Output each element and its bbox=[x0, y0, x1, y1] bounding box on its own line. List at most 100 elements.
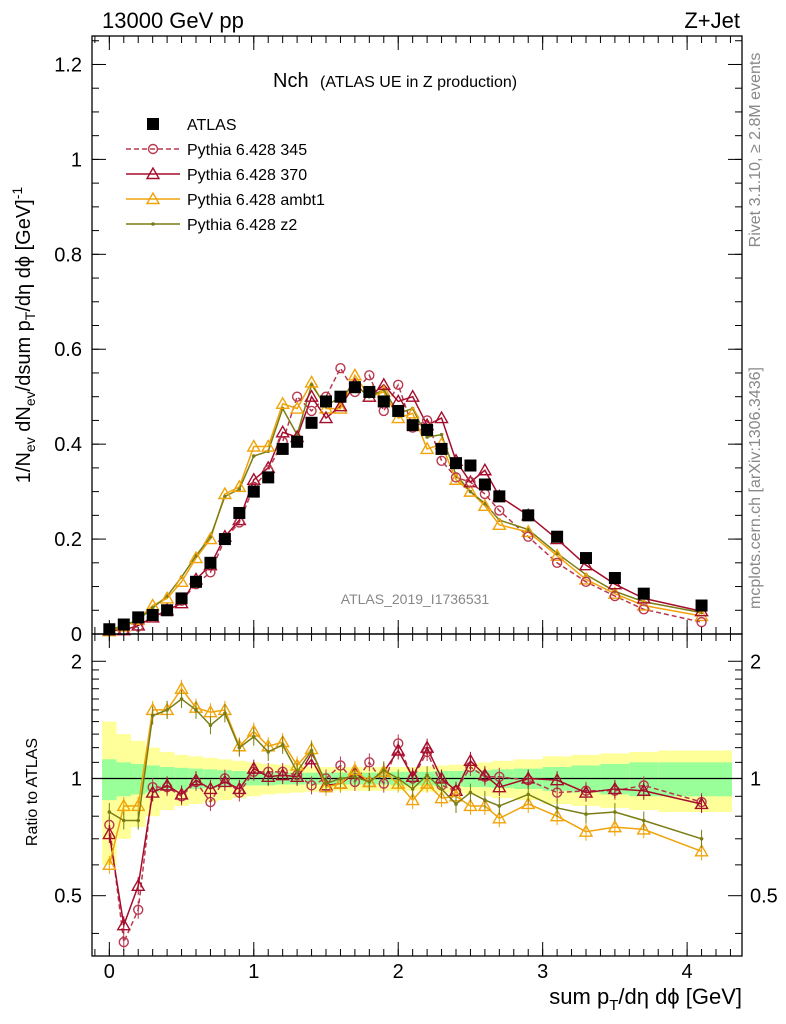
ratio-point bbox=[391, 776, 406, 789]
data-point bbox=[378, 405, 389, 417]
ratio-point bbox=[145, 785, 160, 798]
data-point bbox=[237, 487, 242, 492]
ratio-band-stat bbox=[116, 762, 131, 797]
data-point bbox=[436, 455, 447, 466]
ratio-point bbox=[641, 818, 646, 823]
ratio-point bbox=[636, 783, 651, 796]
rivet-label: Rivet 3.1.10, ≥ 2.8M events bbox=[747, 53, 764, 248]
ratio-point bbox=[694, 796, 709, 810]
data-point bbox=[161, 604, 174, 617]
data-point bbox=[494, 505, 505, 516]
axes: 0 0.2 0.4 0.6 0.8 1 1.2 0 1 2 3 4 0.5 0.5 1 1 2 2 bbox=[54, 35, 778, 983]
ratio-series-marks bbox=[92, 679, 742, 952]
data-point bbox=[377, 395, 390, 408]
data-point bbox=[406, 419, 419, 432]
data-point bbox=[439, 432, 444, 437]
ratio-point bbox=[102, 826, 117, 840]
ratio-y-tick-label: 0.5 bbox=[54, 886, 82, 908]
ratio-point bbox=[261, 769, 276, 782]
ratio-y-axis-label: Ratio to ATLAS bbox=[24, 738, 41, 846]
data-point bbox=[223, 494, 227, 499]
ratio-point bbox=[477, 798, 493, 812]
data-point bbox=[393, 379, 404, 391]
legend-label: Pythia 6.428 z2 bbox=[187, 217, 297, 234]
ratio-point bbox=[102, 857, 117, 871]
ratio-point bbox=[107, 810, 112, 814]
data-point bbox=[309, 383, 314, 387]
ratio-point bbox=[136, 818, 141, 823]
x-tick-label: 1 bbox=[248, 961, 259, 983]
series-line-4 bbox=[109, 383, 702, 631]
data-point bbox=[551, 530, 564, 543]
data-point bbox=[190, 575, 202, 588]
ratio-point bbox=[116, 798, 131, 812]
ratio-point bbox=[295, 770, 299, 774]
ratio-band-stat bbox=[658, 762, 732, 797]
main-y-axis-label: 1/Nev dNev/dsum pT/dη dϕ [GeV]-1 bbox=[9, 187, 38, 484]
data-point bbox=[521, 524, 536, 538]
ratio-y-tick-label-right: 2 bbox=[750, 651, 761, 673]
ratio-point bbox=[333, 776, 348, 789]
y-tick-label: 0.8 bbox=[54, 244, 82, 266]
data-point bbox=[334, 390, 347, 403]
data-point bbox=[320, 395, 332, 408]
data-point bbox=[477, 462, 493, 476]
data-point bbox=[318, 410, 334, 424]
data-point bbox=[578, 557, 594, 571]
data-point bbox=[132, 611, 145, 624]
data-point bbox=[450, 457, 462, 470]
data-point bbox=[464, 459, 477, 472]
y-tick-label: 1.2 bbox=[54, 54, 82, 76]
data-point bbox=[435, 442, 448, 455]
ratio-point bbox=[131, 798, 146, 812]
data-point bbox=[261, 439, 276, 452]
ratio-point bbox=[266, 750, 271, 754]
ratio-point bbox=[699, 836, 704, 841]
ratio-y-tick-label: 2 bbox=[71, 651, 82, 673]
data-point bbox=[696, 616, 707, 628]
data-point bbox=[262, 471, 275, 484]
ratio-point bbox=[477, 767, 493, 781]
data-point bbox=[478, 478, 491, 491]
ratio-band-stat bbox=[102, 759, 117, 801]
ratio-point bbox=[391, 743, 406, 756]
data-point bbox=[333, 401, 348, 414]
legend-marker bbox=[145, 166, 161, 180]
main-subtitle: (ATLAS UE in Z production) bbox=[320, 74, 517, 91]
ratio-y-tick-label-right: 0.5 bbox=[750, 886, 778, 908]
data-point bbox=[391, 410, 406, 424]
legend-marker bbox=[145, 191, 161, 205]
data-point bbox=[493, 490, 506, 503]
legend-label: ATLAS bbox=[187, 117, 237, 134]
y-tick-label: 0.4 bbox=[54, 434, 82, 456]
legend: ATLAS Pythia 6.428 345 Pythia 6.428 370 Pyt… bbox=[126, 117, 325, 234]
ratio-point bbox=[492, 779, 507, 793]
ratio-point bbox=[159, 777, 175, 791]
ratio-point bbox=[208, 723, 213, 728]
ratio-point bbox=[425, 773, 429, 777]
y-tick-label: 0 bbox=[71, 624, 82, 646]
data-point bbox=[304, 375, 319, 388]
ratio-point bbox=[607, 781, 623, 795]
data-point bbox=[333, 398, 348, 412]
data-point bbox=[463, 484, 478, 497]
data-point bbox=[434, 410, 449, 424]
ratio-point bbox=[306, 780, 317, 791]
ratio-point bbox=[324, 781, 328, 786]
data-point bbox=[523, 531, 534, 542]
data-point bbox=[419, 441, 435, 455]
ratio-point bbox=[468, 790, 473, 795]
ratio-point bbox=[694, 843, 709, 857]
process-label: Z+Jet bbox=[684, 8, 740, 33]
data-point bbox=[305, 416, 318, 429]
data-point bbox=[291, 391, 303, 402]
ratio-point bbox=[613, 810, 617, 814]
data-point bbox=[468, 489, 473, 494]
data-point bbox=[580, 576, 592, 587]
ratio-point bbox=[419, 776, 435, 789]
data-point bbox=[291, 435, 304, 448]
x-tick-label: 2 bbox=[393, 961, 404, 983]
ratio-point bbox=[526, 792, 531, 797]
ratio-line-0 bbox=[108, 741, 702, 945]
x-axis-label: sum pT/dη dϕ [GeV] bbox=[549, 984, 742, 1014]
